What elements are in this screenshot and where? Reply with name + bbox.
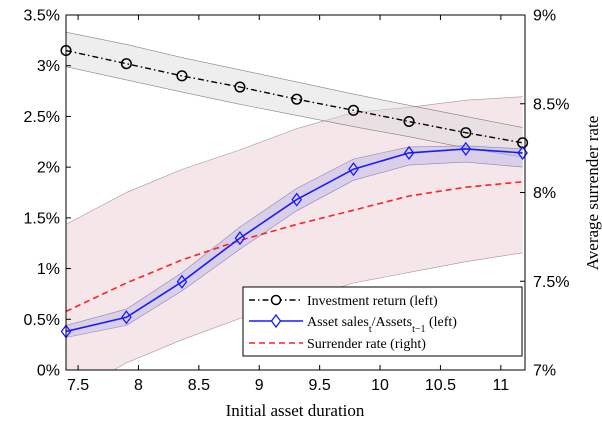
band-upper-edge-2	[66, 96, 523, 225]
x-tick-label: 11	[493, 377, 510, 394]
y-left-tick-label: 2.5%	[24, 109, 60, 126]
band-lower-edge-1	[66, 161, 523, 338]
legend-label-0: Investment return (left)	[307, 294, 438, 309]
band-upper-edge-0	[66, 31, 523, 128]
axis-ticks	[66, 14, 525, 371]
marker-point	[517, 145, 528, 161]
marker-point	[460, 127, 472, 139]
band-lower-edge-0	[66, 66, 523, 158]
marker-point	[176, 274, 188, 289]
y-right-tick-label: 7%	[533, 363, 556, 380]
x-tick-label: 7.5	[67, 377, 89, 394]
marker-point	[234, 81, 246, 93]
y-right-tick-label: 8%	[533, 185, 556, 202]
legend-label-1: Asset salest/Assetst−1 (left)	[307, 315, 457, 335]
axis-tick-labels: 7.5 8 8.5 9 9.5 10 10.5 11 0% 0.5% 1% 1.5% 2% 2.5% 3% 3…	[24, 8, 570, 395]
marker-point	[403, 145, 415, 161]
x-tick-label: 9	[255, 377, 264, 394]
marker-point	[291, 93, 303, 105]
band-upper-edge-1	[66, 145, 523, 326]
legend-marker	[270, 294, 282, 306]
y-right-tick-label: 9%	[533, 8, 556, 25]
x-tick-label: 8	[134, 377, 143, 394]
legend: Investment return (left) Asset salest/Ass…	[242, 286, 523, 357]
y-left-tick-label: 1%	[37, 261, 60, 278]
series-line-1	[66, 148, 523, 333]
marker-point	[403, 115, 415, 128]
y-left-tick-label: 3.5%	[24, 8, 60, 25]
x-tick-label: 9.5	[309, 377, 331, 394]
marker-point	[291, 192, 303, 207]
x-axis-label: Initial asset duration	[226, 401, 365, 420]
series-markers	[60, 44, 529, 339]
x-tick-label: 10.5	[425, 377, 456, 394]
marker-point	[234, 231, 246, 246]
legend-marker	[270, 313, 282, 329]
series-lines	[66, 49, 523, 333]
marker-point	[348, 162, 359, 177]
series-line-2	[66, 181, 523, 313]
y-left-tick-label: 0.5%	[24, 312, 60, 329]
marker-point	[176, 70, 188, 82]
legend-label-2: Surrender rate (right)	[307, 337, 426, 352]
marker-point	[120, 58, 132, 70]
y-right-tick-label: 7.5%	[533, 274, 569, 291]
marker-point	[460, 141, 472, 156]
y-left-tick-label: 0%	[37, 363, 60, 380]
x-tick-label: 8.5	[188, 377, 210, 394]
y-axis-right-label: Average surrender rate	[583, 116, 602, 270]
band-1	[66, 145, 523, 338]
y-left-tick-label: 2%	[37, 160, 60, 177]
x-tick-label: 10	[371, 377, 389, 394]
y-right-tick-label: 8.5%	[533, 96, 569, 113]
marker-point	[347, 104, 360, 116]
y-left-tick-label: 1.5%	[24, 210, 60, 227]
marker-point	[121, 310, 132, 325]
y-left-tick-label: 3%	[37, 58, 60, 75]
